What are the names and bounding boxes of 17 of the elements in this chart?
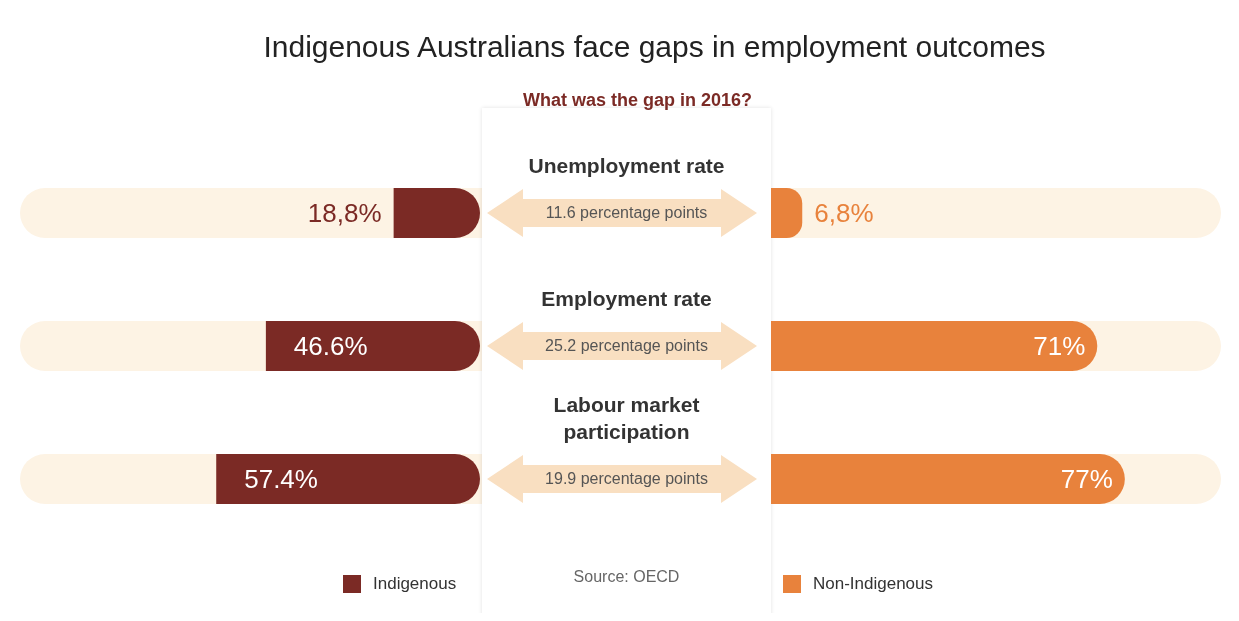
data-label: 57.4% — [244, 464, 318, 494]
data-label: 77% — [1060, 464, 1113, 494]
y-tick-label: Employment rate — [540, 285, 713, 312]
legend-label: Non-Indigenous — [813, 574, 934, 594]
text: 11.6 percentage points — [544, 202, 709, 223]
legend-label: Indigenous — [373, 574, 457, 594]
data-label: 18,8% — [307, 198, 382, 228]
y-tick-label: Unemployment rate — [527, 152, 726, 179]
data-label: 71% — [1033, 331, 1086, 361]
text: What was the gap in 2016? — [521, 90, 754, 111]
data-label: 46.6% — [293, 331, 368, 361]
text: Indigenous Australians face gaps in employment outcomes — [262, 30, 1047, 64]
text: 19.9 percentage points — [544, 468, 709, 489]
source-note: Source: OECD — [572, 568, 681, 586]
text: 25.2 percentage points — [544, 335, 709, 356]
y-tick-label: Labour market participation — [552, 391, 701, 445]
data-label: 6,8% — [814, 198, 874, 228]
